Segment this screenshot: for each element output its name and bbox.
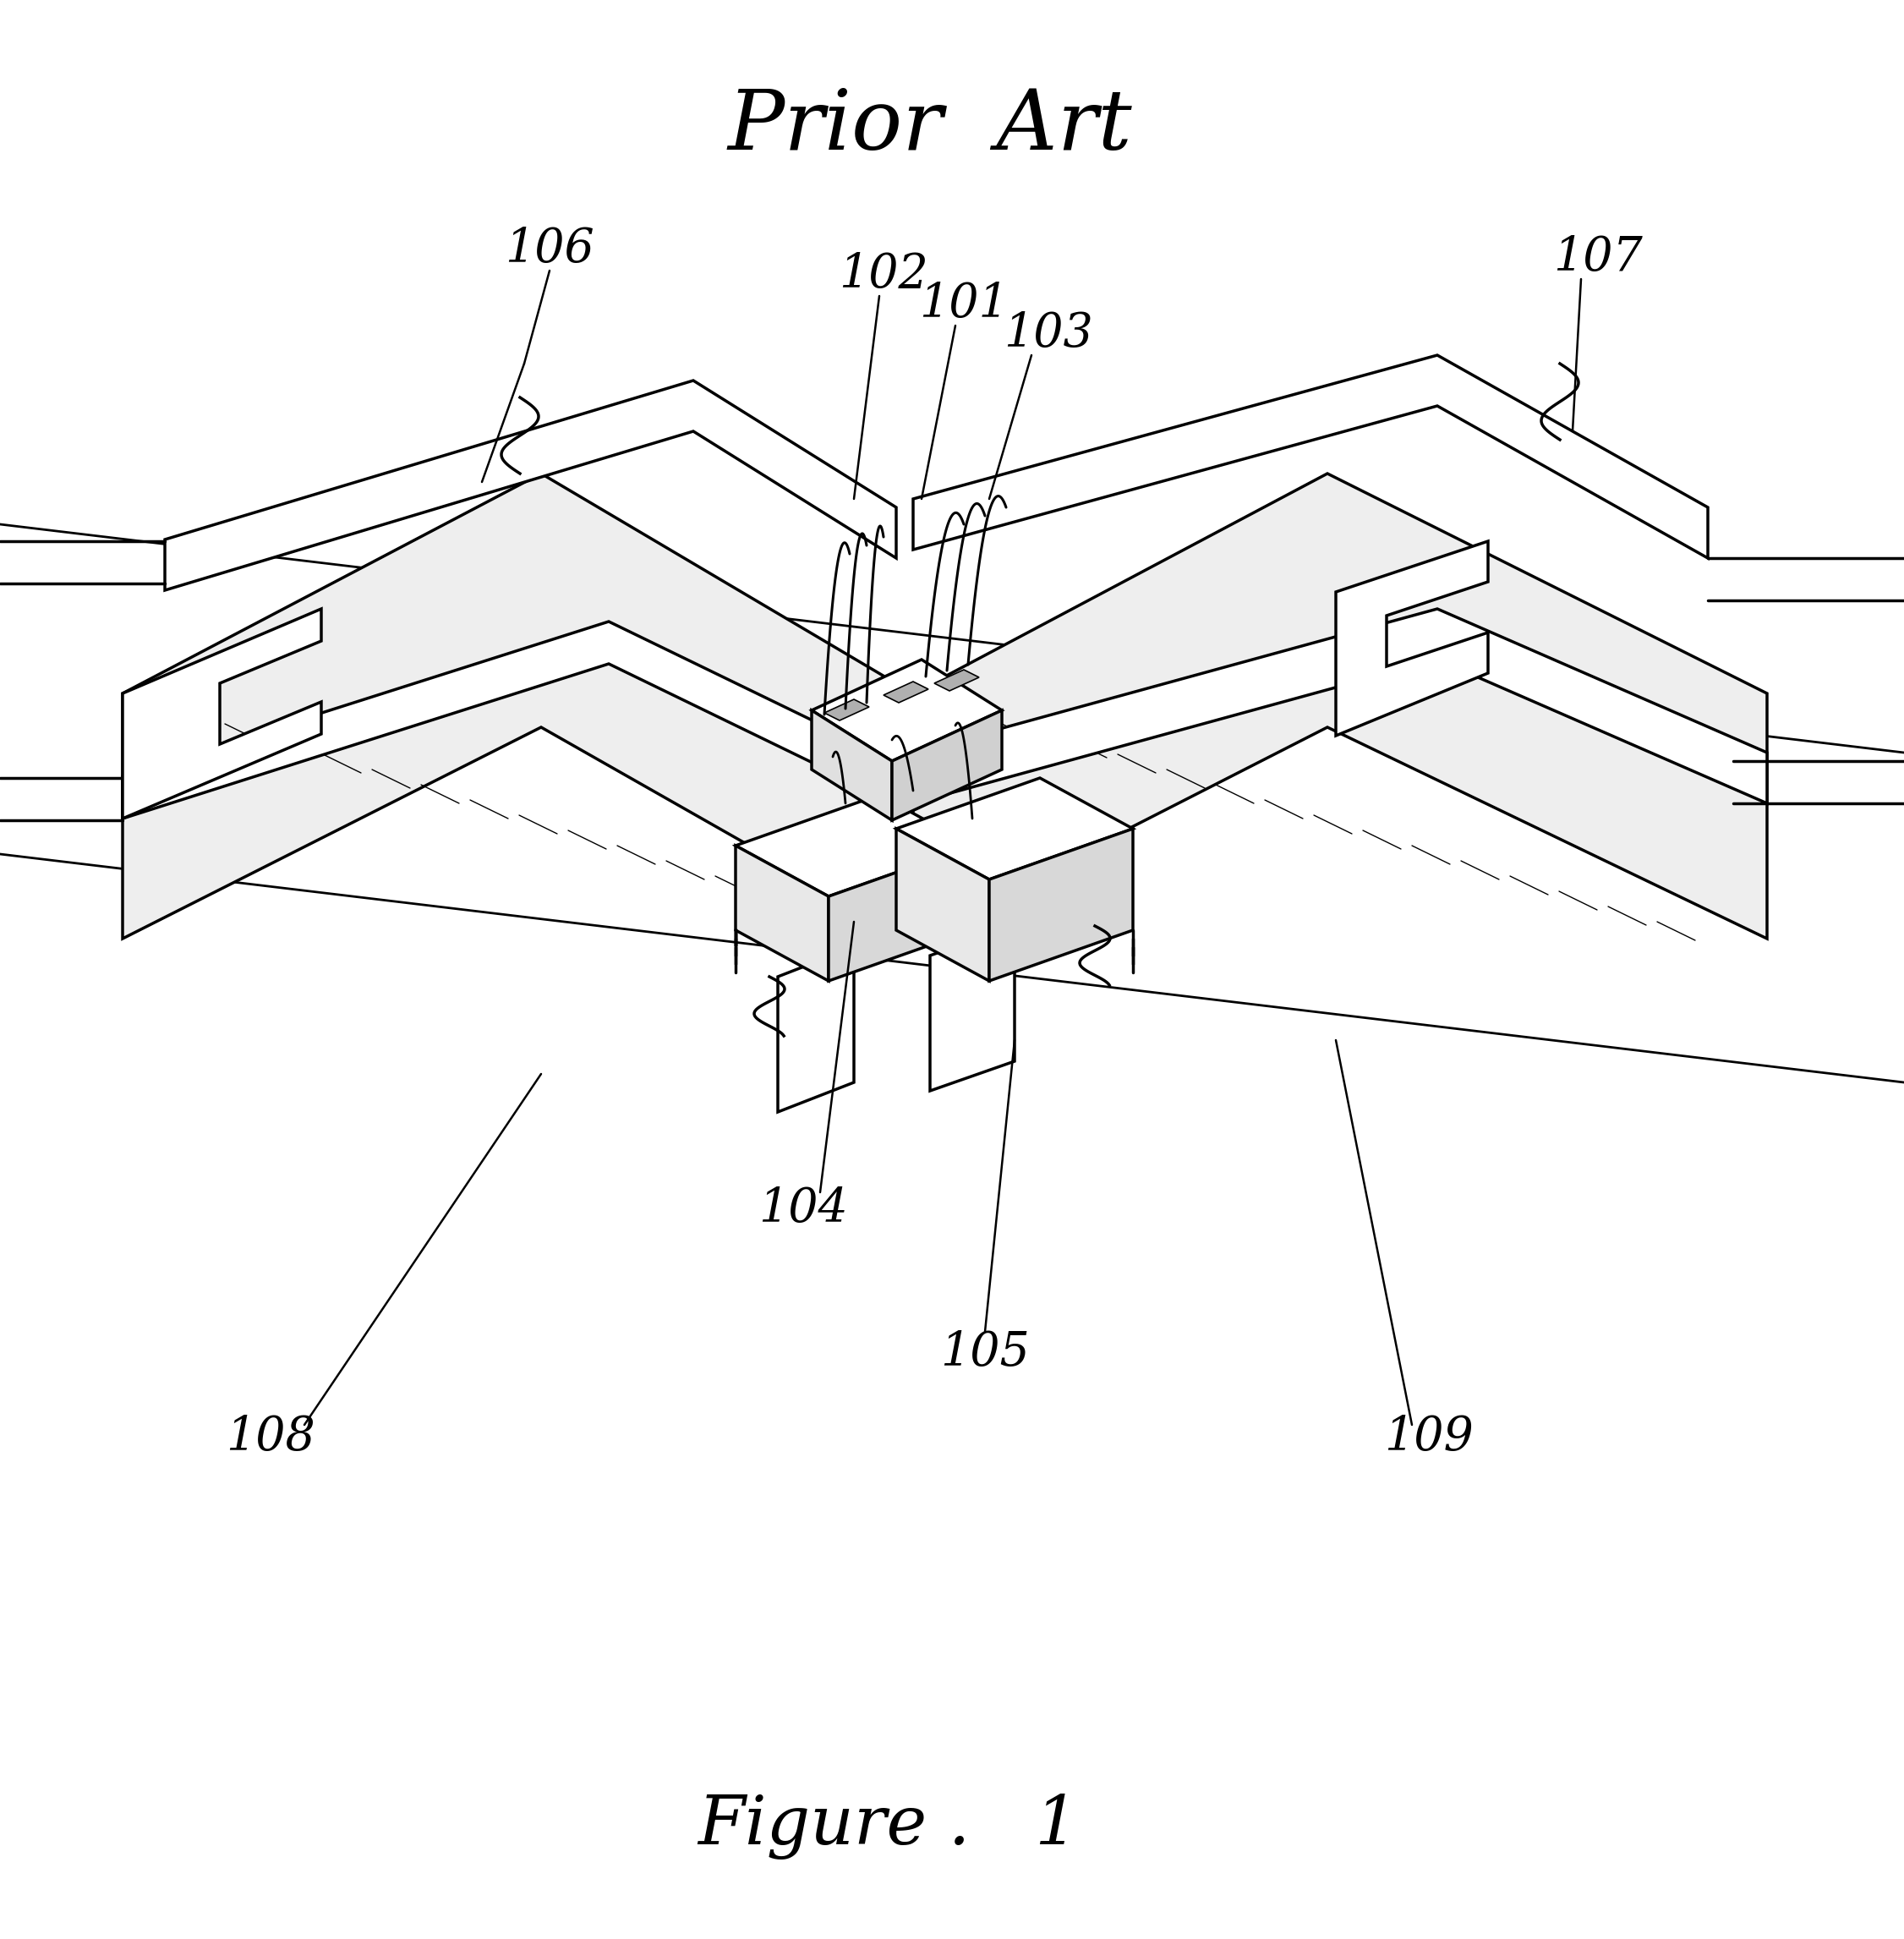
Polygon shape (824, 700, 868, 721)
Polygon shape (883, 683, 929, 702)
Polygon shape (811, 659, 1002, 760)
Text: 109: 109 (1384, 1414, 1474, 1460)
Polygon shape (891, 710, 1002, 820)
Polygon shape (122, 622, 897, 818)
Text: 106: 106 (505, 227, 594, 273)
Polygon shape (914, 473, 1767, 938)
Polygon shape (779, 946, 853, 1111)
Text: Prior  Art: Prior Art (727, 87, 1133, 167)
Text: 104: 104 (758, 1187, 847, 1233)
Polygon shape (828, 845, 973, 981)
Text: 102: 102 (840, 252, 929, 299)
Polygon shape (122, 609, 322, 818)
Text: 107: 107 (1554, 235, 1643, 281)
Text: Figure .   1: Figure . 1 (697, 1794, 1078, 1860)
Polygon shape (735, 795, 973, 896)
Polygon shape (735, 845, 828, 981)
Polygon shape (914, 355, 1708, 558)
Polygon shape (122, 473, 914, 938)
Polygon shape (166, 380, 897, 589)
Text: 103: 103 (1003, 310, 1093, 357)
Polygon shape (811, 710, 891, 820)
Polygon shape (929, 927, 1015, 1092)
Polygon shape (1337, 541, 1489, 735)
Text: 101: 101 (920, 281, 1009, 328)
Polygon shape (990, 828, 1133, 981)
Polygon shape (914, 609, 1767, 803)
Polygon shape (897, 828, 990, 981)
Polygon shape (897, 778, 1133, 880)
Text: 105: 105 (941, 1330, 1030, 1377)
Text: 108: 108 (227, 1414, 316, 1460)
Polygon shape (935, 669, 979, 690)
